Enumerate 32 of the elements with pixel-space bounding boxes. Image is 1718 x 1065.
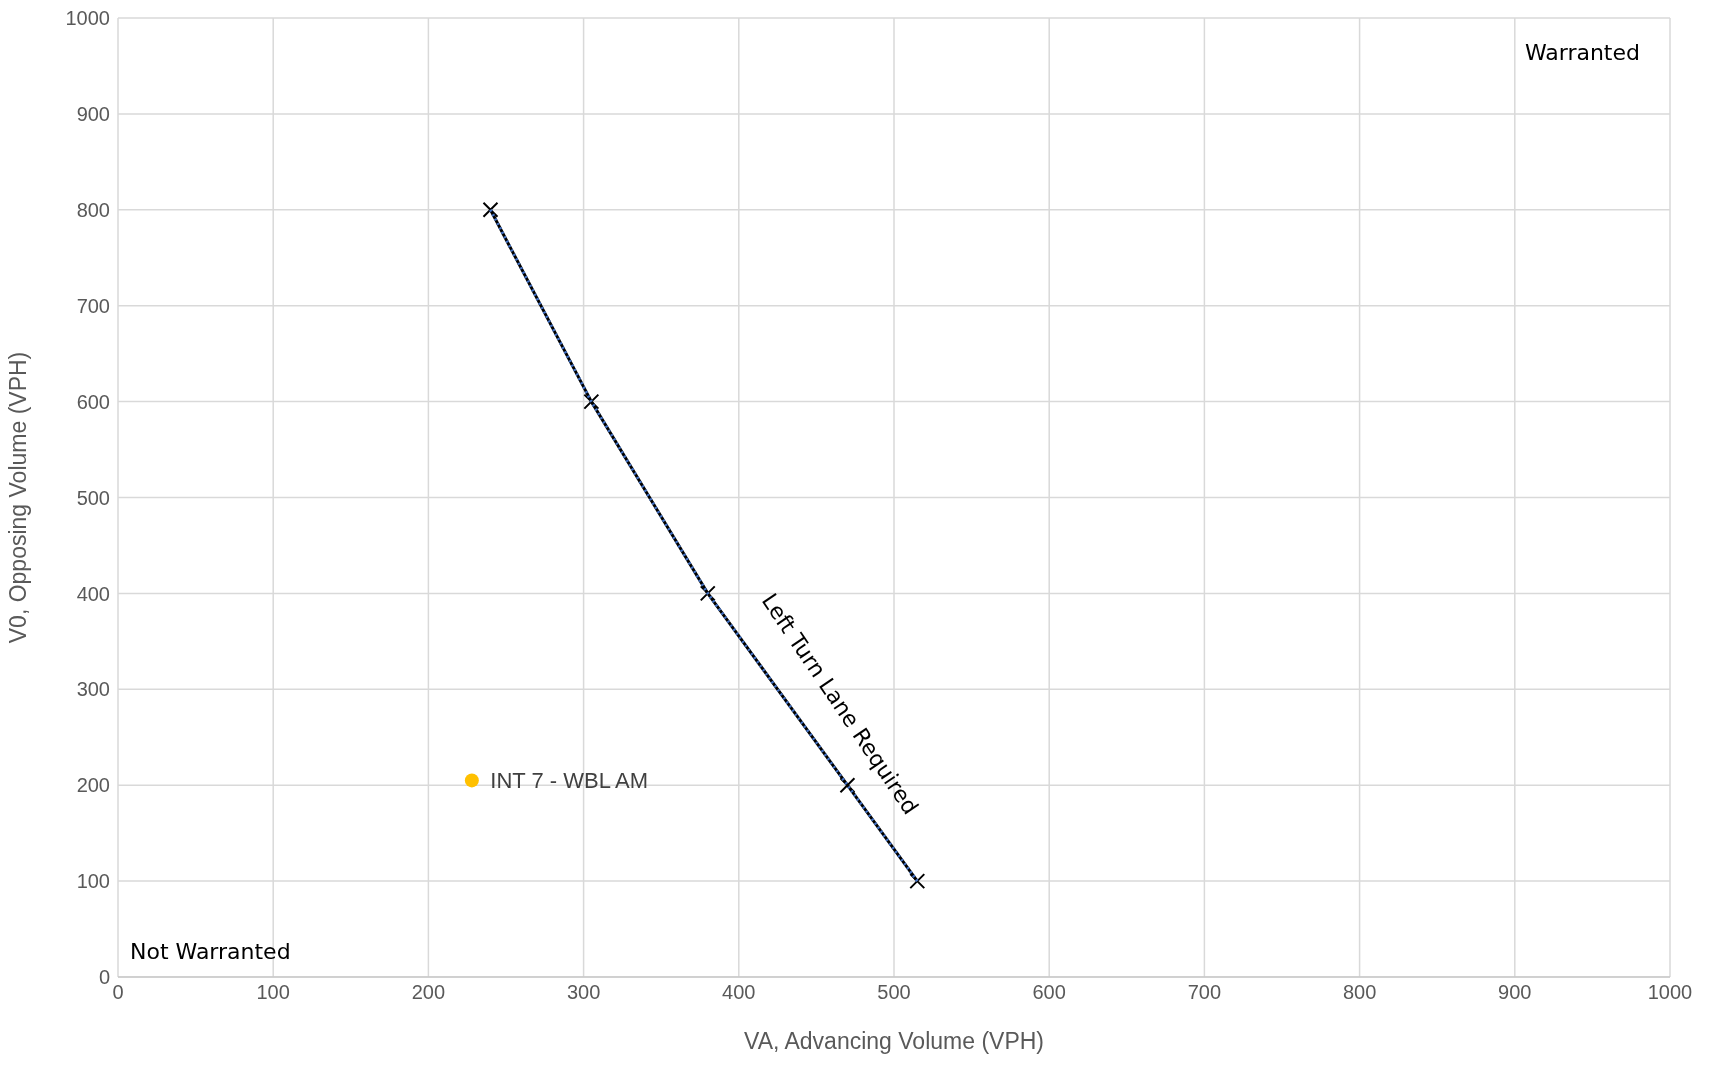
x-tick-label: 1000: [1647, 981, 1693, 1004]
point: [583, 393, 600, 410]
series-label: INT 7 - WBL AM: [490, 768, 649, 794]
y-tick-label: 500: [76, 486, 110, 509]
point: [909, 873, 926, 890]
x-tick-label: 700: [1187, 981, 1222, 1004]
x-tick-label: 600: [1032, 981, 1066, 1004]
x-tick-label: 500: [877, 981, 911, 1004]
x-tick-label: 800: [1342, 981, 1377, 1004]
x-tick-label: 100: [256, 981, 290, 1004]
annotation: Warranted: [1524, 40, 1640, 65]
x-tick-label: 900: [1498, 981, 1532, 1004]
point: [482, 201, 499, 218]
point: [464, 773, 479, 788]
y-tick-label: 300: [76, 678, 110, 701]
point: [699, 585, 716, 602]
y-tick-label: 0: [98, 966, 110, 989]
x-tick-label: 300: [566, 981, 601, 1004]
y-axis-title: V0, Opposing Volume (VPH): [5, 351, 32, 644]
y-tick-label: 600: [76, 390, 110, 413]
x-tick-label: 400: [722, 981, 756, 1004]
y-tick-label: 400: [76, 582, 110, 605]
y-tick-label: 200: [76, 774, 110, 797]
annotation: Not Warranted: [130, 939, 291, 964]
x-tick-label: 0: [112, 981, 124, 1004]
y-tick-label: 1000: [65, 7, 110, 30]
y-tick-label: 800: [76, 198, 110, 221]
y-tick-label: 700: [76, 294, 110, 317]
x-axis-title: VA, Advancing Volume (VPH): [744, 1028, 1044, 1054]
x-tick-label: 200: [411, 981, 446, 1004]
y-tick-label: 100: [76, 870, 110, 893]
y-tick-label: 900: [76, 103, 110, 125]
